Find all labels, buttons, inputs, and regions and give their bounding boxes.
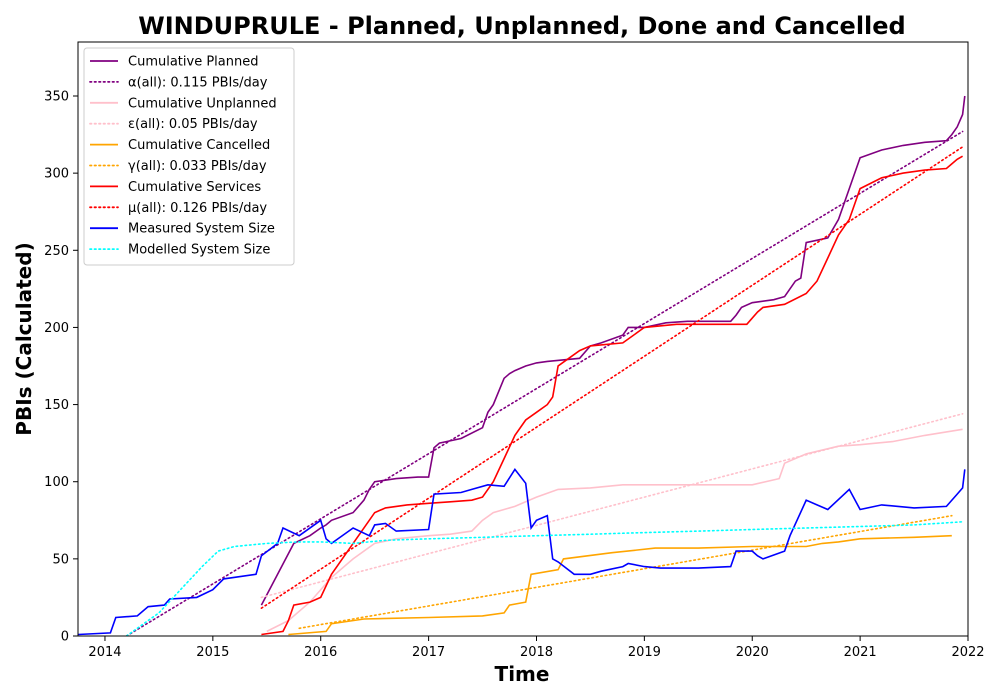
legend-label-5: γ(all): 0.033 PBIs/day (128, 159, 267, 174)
x-tick-label: 2016 (304, 645, 337, 660)
plot-area (78, 95, 966, 636)
x-axis-title: Time (495, 662, 550, 686)
series-line-8 (78, 468, 966, 636)
y-tick-label: 300 (44, 167, 69, 182)
x-tick-label: 2022 (951, 645, 984, 660)
legend-label-1: α(all): 0.115 PBIs/day (128, 75, 268, 90)
series-line-7 (260, 146, 964, 609)
legend-label-7: μ(all): 0.126 PBIs/day (128, 201, 267, 216)
x-tick-label: 2014 (88, 645, 121, 660)
y-tick-label: 350 (44, 90, 69, 105)
y-tick-label: 200 (44, 321, 69, 336)
x-tick-label: 2021 (844, 645, 877, 660)
legend: Cumulative Planned α(all): 0.115 PBIs/day… (83, 47, 295, 266)
y-tick-label: 250 (44, 244, 69, 259)
x-tick-label: 2019 (628, 645, 661, 660)
legend-label-6: Cumulative Services (128, 180, 261, 195)
series-line-5 (298, 514, 953, 630)
x-tick-label: 2015 (196, 645, 229, 660)
series-line-6 (261, 155, 963, 636)
y-tick-label: 50 (52, 552, 69, 567)
legend-label-4: Cumulative Cancelled (128, 138, 270, 153)
legend-label-0: Cumulative Planned (128, 55, 258, 70)
series-line-9 (125, 521, 964, 636)
legend-label-3: ε(all): 0.05 PBIs/day (128, 117, 258, 132)
y-axis: 0 50 100 150 200 250 300 350 (44, 90, 78, 645)
x-tick-label: 2018 (520, 645, 553, 660)
legend-label-9: Modelled System Size (128, 243, 270, 258)
legend-label-2: Cumulative Unplanned (128, 96, 277, 111)
x-tick-label: 2017 (412, 645, 445, 660)
y-tick-label: 0 (61, 630, 69, 645)
y-tick-label: 100 (44, 475, 69, 490)
series-line-4 (288, 534, 952, 636)
y-tick-label: 150 (44, 398, 69, 413)
x-tick-label: 2020 (736, 645, 769, 660)
legend-box (83, 47, 295, 266)
chart-title: WINDUPRULE - Planned, Unplanned, Done an… (138, 12, 905, 40)
series-line-3 (260, 413, 964, 599)
legend-label-8: Measured System Size (128, 222, 275, 237)
plot-frame (77, 41, 969, 637)
series-line-0 (260, 95, 966, 606)
y-axis-title: PBIs (Calculated) (12, 242, 36, 435)
x-axis: 2014 2015 2016 2017 2018 2019 2020 2021 2022 (88, 636, 985, 660)
